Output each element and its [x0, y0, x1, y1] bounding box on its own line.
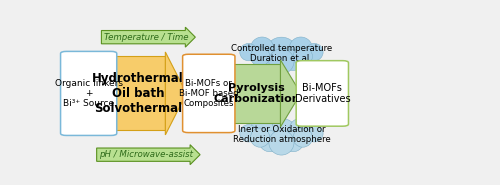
Ellipse shape: [293, 47, 312, 66]
Ellipse shape: [269, 49, 294, 74]
Text: Organic linkers
+
Bi³⁺ Source: Organic linkers + Bi³⁺ Source: [54, 78, 122, 108]
Ellipse shape: [265, 118, 298, 151]
Ellipse shape: [306, 43, 323, 61]
Text: Inert or Oxidation or
Reduction atmosphere: Inert or Oxidation or Reduction atmosphe…: [232, 125, 330, 144]
Polygon shape: [111, 56, 166, 130]
Ellipse shape: [265, 37, 298, 70]
Text: Bi-MOFs or
Bi-MOF based
Composites: Bi-MOFs or Bi-MOF based Composites: [179, 78, 238, 108]
Ellipse shape: [282, 49, 304, 70]
Text: Temperature / Time: Temperature / Time: [104, 33, 188, 42]
Text: Hydrothermal
Oil bath
Solvothermal: Hydrothermal Oil bath Solvothermal: [92, 72, 184, 115]
Ellipse shape: [306, 125, 323, 142]
Text: pH / Microwave-assist: pH / Microwave-assist: [99, 150, 193, 159]
Polygon shape: [233, 63, 280, 123]
Ellipse shape: [289, 37, 312, 60]
FancyBboxPatch shape: [182, 54, 235, 133]
FancyBboxPatch shape: [60, 51, 117, 135]
Ellipse shape: [250, 118, 274, 141]
Text: Bi-MOFs
Derivatives: Bi-MOFs Derivatives: [294, 83, 350, 104]
Text: Pyrolysis
Carbonization: Pyrolysis Carbonization: [214, 83, 300, 104]
Ellipse shape: [289, 118, 312, 141]
Text: Controlled temperature
Duration et al.: Controlled temperature Duration et al.: [231, 44, 332, 63]
Ellipse shape: [240, 125, 257, 142]
Ellipse shape: [293, 128, 312, 147]
Ellipse shape: [259, 49, 280, 70]
Ellipse shape: [250, 128, 270, 147]
Ellipse shape: [250, 37, 274, 60]
Ellipse shape: [240, 43, 257, 61]
FancyBboxPatch shape: [296, 61, 348, 126]
Ellipse shape: [259, 131, 280, 152]
Ellipse shape: [250, 47, 270, 66]
Polygon shape: [280, 60, 301, 127]
Ellipse shape: [269, 130, 294, 155]
Polygon shape: [166, 52, 186, 135]
Ellipse shape: [282, 131, 304, 152]
